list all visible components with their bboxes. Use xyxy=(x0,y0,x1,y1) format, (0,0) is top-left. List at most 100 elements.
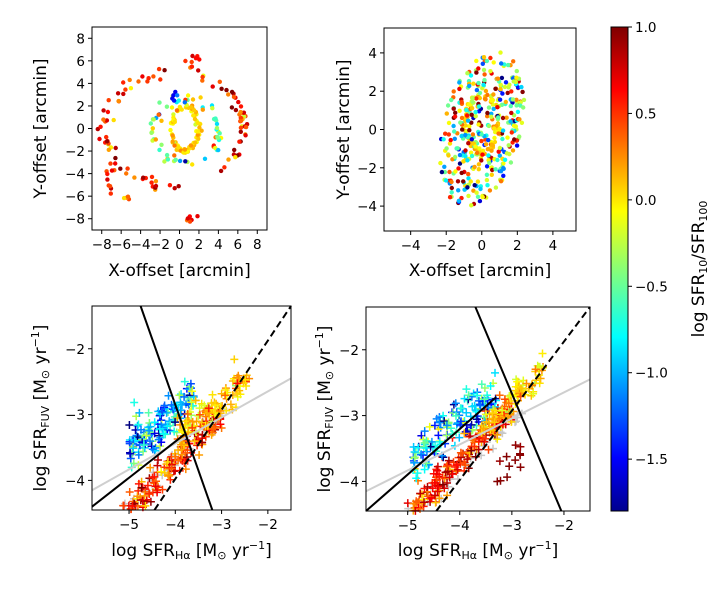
point-2-185 xyxy=(447,169,452,175)
panel3-lines xyxy=(91,305,292,511)
point-1-212 xyxy=(233,155,238,160)
point-2-438 xyxy=(497,145,503,151)
point-2-287 xyxy=(478,186,483,192)
point-1-192 xyxy=(153,179,159,184)
point-1-124 xyxy=(190,97,196,102)
point-1-114 xyxy=(164,104,170,109)
plus-point-3-305 xyxy=(180,392,189,401)
plus-point-3-321 xyxy=(157,438,166,447)
point-2-305 xyxy=(496,131,501,136)
plus-point-4-315 xyxy=(426,442,435,451)
point-1-115 xyxy=(214,125,220,131)
point-1-128 xyxy=(202,156,208,161)
point-2-447 xyxy=(506,143,511,148)
point-1-74 xyxy=(195,120,201,126)
point-2-199 xyxy=(479,158,484,163)
point-1-223 xyxy=(226,157,231,162)
point-2-104 xyxy=(457,161,463,166)
point-2-241 xyxy=(498,86,503,92)
point-2-294 xyxy=(484,177,490,183)
plus-point-4-338 xyxy=(472,415,481,424)
plus-point-3-429 xyxy=(233,389,242,398)
point-2-258 xyxy=(498,50,503,55)
point-2-80 xyxy=(485,183,490,188)
point-1-272 xyxy=(171,98,177,103)
point-1-153 xyxy=(123,87,128,92)
point-1-95 xyxy=(217,131,222,136)
point-2-262 xyxy=(493,167,498,172)
plus-point-3-61 xyxy=(217,424,226,432)
plus-point-4-404 xyxy=(538,349,547,358)
plus-point-3-227 xyxy=(133,421,142,430)
point-1-231 xyxy=(237,139,242,144)
point-2-357 xyxy=(482,72,487,77)
point-2-399 xyxy=(461,179,466,184)
plus-point-4-322 xyxy=(480,395,489,404)
point-1-211 xyxy=(224,87,229,93)
ytick-label: 0 xyxy=(76,122,85,138)
point-2-408 xyxy=(463,154,468,159)
point-1-182 xyxy=(124,171,129,176)
plus-point-3-392 xyxy=(230,355,239,364)
point-2-378 xyxy=(489,114,494,120)
point-1-133 xyxy=(156,112,161,117)
point-2-141 xyxy=(491,60,496,65)
xtick-label: −2 xyxy=(554,518,574,534)
ytick-label: −8 xyxy=(65,212,85,228)
plus-point-4-151 xyxy=(423,492,432,501)
colorbar-gradient xyxy=(610,26,629,512)
plus-point-3-71 xyxy=(153,461,162,470)
plus-point-4-283 xyxy=(483,391,492,400)
point-2-309 xyxy=(454,146,459,151)
point-2-366 xyxy=(486,153,491,158)
point-1-70 xyxy=(195,129,201,134)
plus-point-4-175 xyxy=(478,433,487,441)
point-1-239 xyxy=(231,94,237,100)
point-2-93 xyxy=(491,106,496,112)
point-1-85 xyxy=(169,105,175,110)
point-1-166 xyxy=(151,74,156,79)
ytick-label: 4 xyxy=(76,76,85,92)
point-2-355 xyxy=(452,129,457,134)
point-1-131 xyxy=(173,157,178,162)
point-2-405 xyxy=(485,92,490,98)
point-1-262 xyxy=(106,183,111,188)
plus-point-4-197 xyxy=(438,480,447,489)
point-2-441 xyxy=(469,137,474,142)
plus-point-3-322 xyxy=(142,431,151,440)
point-1-229 xyxy=(200,74,205,80)
point-2-402 xyxy=(501,161,506,166)
xtick-label: −2 xyxy=(150,237,170,253)
point-1-68 xyxy=(188,143,194,148)
point-1-150 xyxy=(136,79,141,84)
plus-point-4-393 xyxy=(513,377,522,386)
point-1-83 xyxy=(162,159,167,164)
plus-point-4-444 xyxy=(511,441,520,450)
ytick-label: −4 xyxy=(65,167,85,183)
plus-point-3-308 xyxy=(148,445,157,454)
plus-point-3-422 xyxy=(190,437,199,446)
plus-point-4-187 xyxy=(420,498,428,507)
plus-point-3-180 xyxy=(174,456,183,465)
point-2-303 xyxy=(469,106,475,111)
colorbar: 1.0 0.5 0.0 −0.5 −1.0 −1.5 log SFR10/SFR100 xyxy=(610,20,710,512)
plus-point-4-113 xyxy=(444,456,453,465)
plus-point-4-323 xyxy=(452,411,460,420)
point-2-437 xyxy=(476,80,481,86)
point-1-188 xyxy=(153,183,159,189)
plus-point-4-325 xyxy=(449,400,458,409)
plus-point-4-177 xyxy=(443,467,452,476)
plus-point-4-437 xyxy=(516,384,525,393)
plus-point-4-280 xyxy=(439,453,448,462)
point-2-411 xyxy=(466,141,471,146)
point-2-362 xyxy=(456,188,461,193)
point-1-156 xyxy=(127,77,132,83)
point-2-256 xyxy=(474,190,479,195)
plus-point-4-22 xyxy=(444,482,453,491)
point-2-312 xyxy=(514,103,519,108)
point-2-321 xyxy=(475,194,481,199)
point-2-322 xyxy=(469,153,475,159)
plus-point-3-419 xyxy=(191,396,200,405)
